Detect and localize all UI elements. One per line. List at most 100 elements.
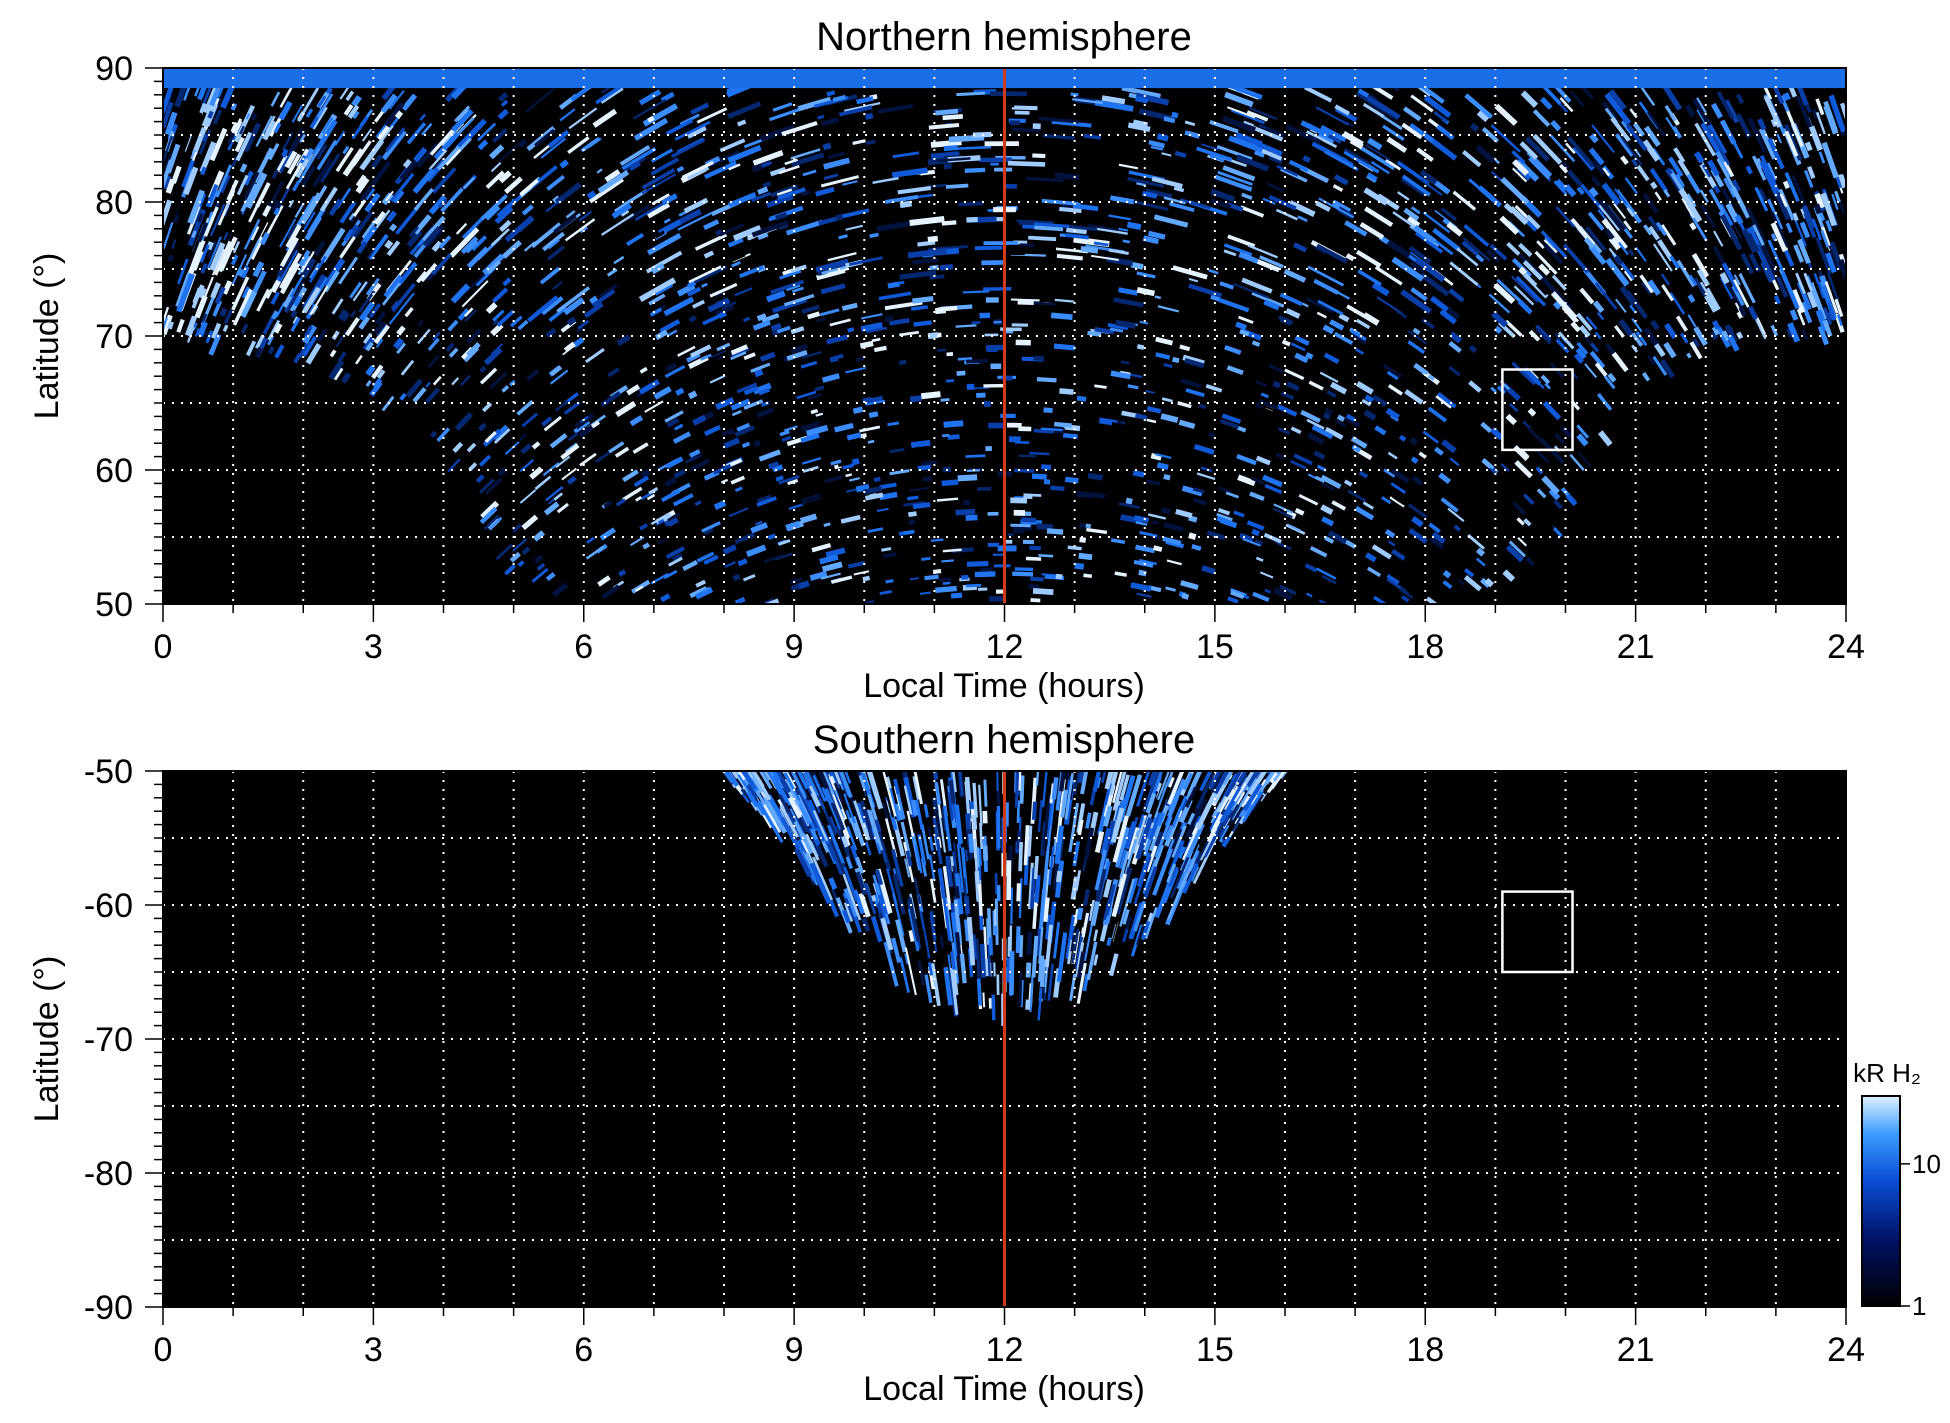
north-heatmap-cell [772,102,793,112]
north-heatmap-cell [1576,186,1585,196]
north-heatmap-cell [1403,207,1420,221]
north-heatmap-cell [1646,111,1667,138]
north-heatmap-cell [1113,297,1144,308]
north-heatmap-cell [1687,314,1697,328]
north-heatmap-cell [985,446,992,452]
north-heatmap-cell [1823,105,1839,135]
north-heatmap-cell [163,101,174,129]
north-heatmap-cell [484,205,501,221]
north-heatmap-cell [1469,122,1480,133]
north-heatmap-cell [1600,379,1609,389]
north-heatmap-cell [687,280,697,289]
north-heatmap-cell [681,160,714,179]
north-heatmap-cell [1305,352,1314,360]
north-heatmap-cell [197,321,208,338]
south-heatmap-cell [929,878,937,903]
north-heatmap-cell [1504,319,1523,337]
north-heatmap-cell [1745,206,1767,244]
north-heatmap-cell [629,415,644,427]
north-heatmap-cell [1400,594,1410,603]
north-heatmap-cell [1086,527,1108,535]
north-heatmap-cell [1205,383,1223,393]
north-heatmap-cell [429,372,440,385]
north-heatmap-cell [1589,342,1600,353]
north-heatmap-cell [790,343,809,354]
north-heatmap-cell [526,368,540,382]
north-heatmap-cell [1566,136,1595,168]
north-heatmap-cell [1416,147,1434,162]
north-heatmap-cell [1285,124,1322,145]
north-heatmap-cell [884,394,896,401]
north-heatmap-cell [987,542,1000,547]
north-heatmap-cell [1382,363,1402,379]
north-heatmap-cell [821,265,847,275]
north-heatmap-cell [1604,92,1632,126]
north-heatmap-cell [1385,407,1400,420]
north-heatmap-cell [1273,503,1294,514]
north-heatmap-cell [1588,244,1607,266]
north-heatmap-cell [635,585,644,592]
north-heatmap-cell [298,249,311,268]
north-heatmap-cell [732,224,762,242]
north-heatmap-cell [1551,274,1567,291]
north-heatmap-cell [1010,577,1033,585]
north-heatmap-cell [703,528,714,536]
south-heatmap-cell [790,771,807,799]
north-heatmap-cell [163,135,173,173]
north-heatmap-cell [267,346,275,355]
north-heatmap-cell [668,556,683,567]
north-heatmap-cell [289,309,298,319]
north-heatmap-cell [412,387,427,403]
north-heatmap-cell [1457,578,1465,586]
north-heatmap-cell [589,295,599,305]
north-heatmap-cell [1534,447,1550,464]
north-heatmap-cell [1121,599,1131,604]
north-heatmap-cell [1505,544,1525,563]
north-heatmap-cell [177,118,197,156]
north-heatmap-cell [1423,95,1452,118]
north-heatmap-cell [1074,562,1085,570]
north-heatmap-cell [1434,446,1444,456]
north-heatmap-cell [1594,362,1608,377]
north-heatmap-cell [1649,181,1658,190]
north-heatmap-cell [1557,331,1575,350]
north-heatmap-cell [1647,186,1660,202]
north-heatmap-cell [1575,347,1587,360]
north-heatmap-cell [924,574,939,581]
north-heatmap-cell [466,342,481,357]
north-heatmap-cell [529,466,544,480]
north-heatmap-cell [1327,530,1348,545]
north-heatmap-cell [774,552,794,561]
north-heatmap-cell [375,338,384,349]
north-heatmap-cell [266,205,284,235]
south-heatmap-cell [1167,771,1188,805]
north-heatmap-cell [352,210,374,238]
south-heatmap-cell [1037,799,1043,833]
north-heatmap-cell [663,218,671,224]
north-heatmap-cell [646,201,671,219]
north-heatmap-cell [1462,237,1491,262]
south-heatmap-cell [853,800,869,841]
north-heatmap-cell [460,236,479,255]
north-heatmap-cell [1754,186,1769,212]
north-heatmap-cell [593,199,624,222]
south-heatmap-cell [843,866,859,902]
north-heatmap-cell [552,347,566,360]
south-heatmap-cell [1222,809,1234,828]
north-heatmap-cell [648,486,659,495]
north-heatmap-cell [396,342,407,355]
north-heatmap-cell [1224,345,1242,355]
north-heatmap-cell [1660,224,1677,246]
north-heatmap-cell [549,433,568,449]
north-heatmap-cell [320,227,346,263]
north-heatmap-cell [1157,305,1180,313]
south-heatmap-cell [981,877,988,919]
north-heatmap-cell [1710,331,1719,340]
north-heatmap-cell [862,575,871,582]
north-heatmap-cell [567,432,579,442]
north-heatmap-cell [1264,483,1283,494]
south-heatmap-cell [1124,820,1137,850]
north-heatmap-cell [1532,109,1551,128]
south-heatmap-cell [924,974,933,1004]
north-heatmap-cell [287,224,298,239]
